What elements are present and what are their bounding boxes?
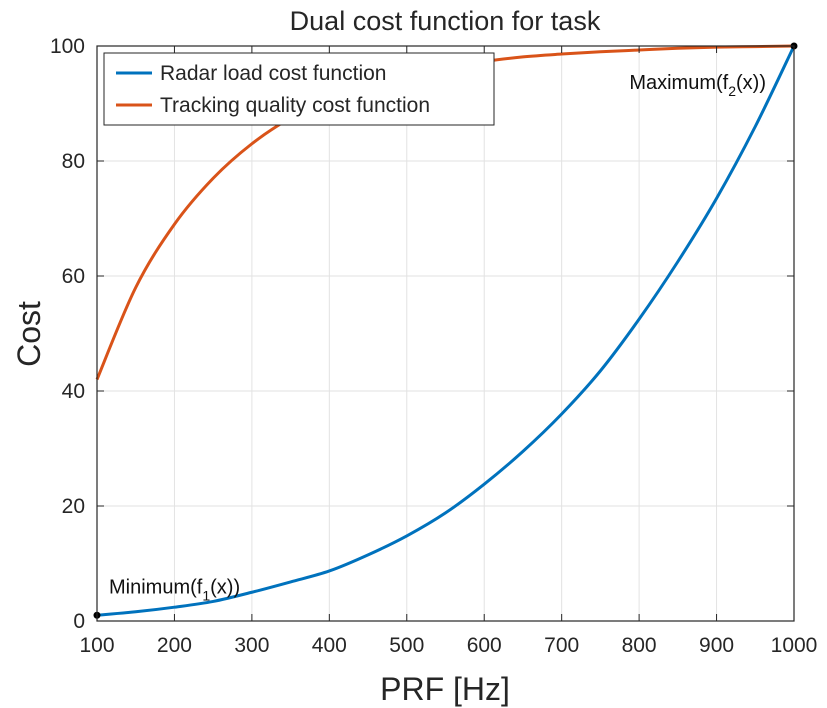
annotation-main: Maximum(f [629, 72, 728, 94]
y-tick-label: 0 [73, 610, 85, 633]
y-tick-label: 80 [62, 150, 85, 173]
minimum-annotation: Minimum(f1(x)) [109, 576, 240, 603]
annotation-subscript: 2 [728, 83, 736, 99]
x-tick-label: 300 [234, 634, 269, 657]
x-tick-label: 500 [389, 634, 424, 657]
x-tick-label: 800 [622, 634, 657, 657]
annotation-subscript: 1 [202, 587, 210, 603]
y-tick-label: 40 [62, 380, 85, 403]
legend-box [103, 52, 495, 126]
x-tick-label: 700 [544, 634, 579, 657]
y-tick-label: 100 [50, 35, 85, 58]
legend-label-radar-load: Radar load cost function [160, 62, 386, 85]
x-tick-label: 600 [467, 634, 502, 657]
y-tick-label: 20 [62, 495, 85, 518]
annotation-tail: (x)) [736, 72, 766, 94]
x-tick-label: 100 [79, 634, 114, 657]
y-tick-label: 60 [62, 265, 85, 288]
annotation-main: Minimum(f [109, 576, 203, 598]
plot-background [97, 46, 794, 621]
x-axis-title: PRF [Hz] [380, 671, 510, 707]
plot-frame [96, 45, 795, 622]
legend-label-tracking-quality: Tracking quality cost function [160, 94, 430, 117]
axis-ticks: 100 200 300 400 500 600 700 800 900 1000 0 20 40 60 80… [50, 35, 817, 657]
y-axis-title: Cost [11, 301, 47, 367]
maximum-annotation: Maximum(f2(x)) [629, 72, 766, 99]
legend: Radar load cost function Tracking qualit… [103, 52, 495, 126]
chart-title: Dual cost function for task [290, 6, 601, 36]
series-line-radar-load [96, 45, 796, 617]
annotation-tail: (x)) [210, 576, 240, 598]
x-tick-label: 400 [312, 634, 347, 657]
x-tick-label: 200 [157, 634, 192, 657]
x-tick-label: 1000 [771, 634, 818, 657]
annotations: Minimum(f1(x))Maximum(f2(x)) [109, 72, 766, 603]
x-tick-label: 900 [699, 634, 734, 657]
